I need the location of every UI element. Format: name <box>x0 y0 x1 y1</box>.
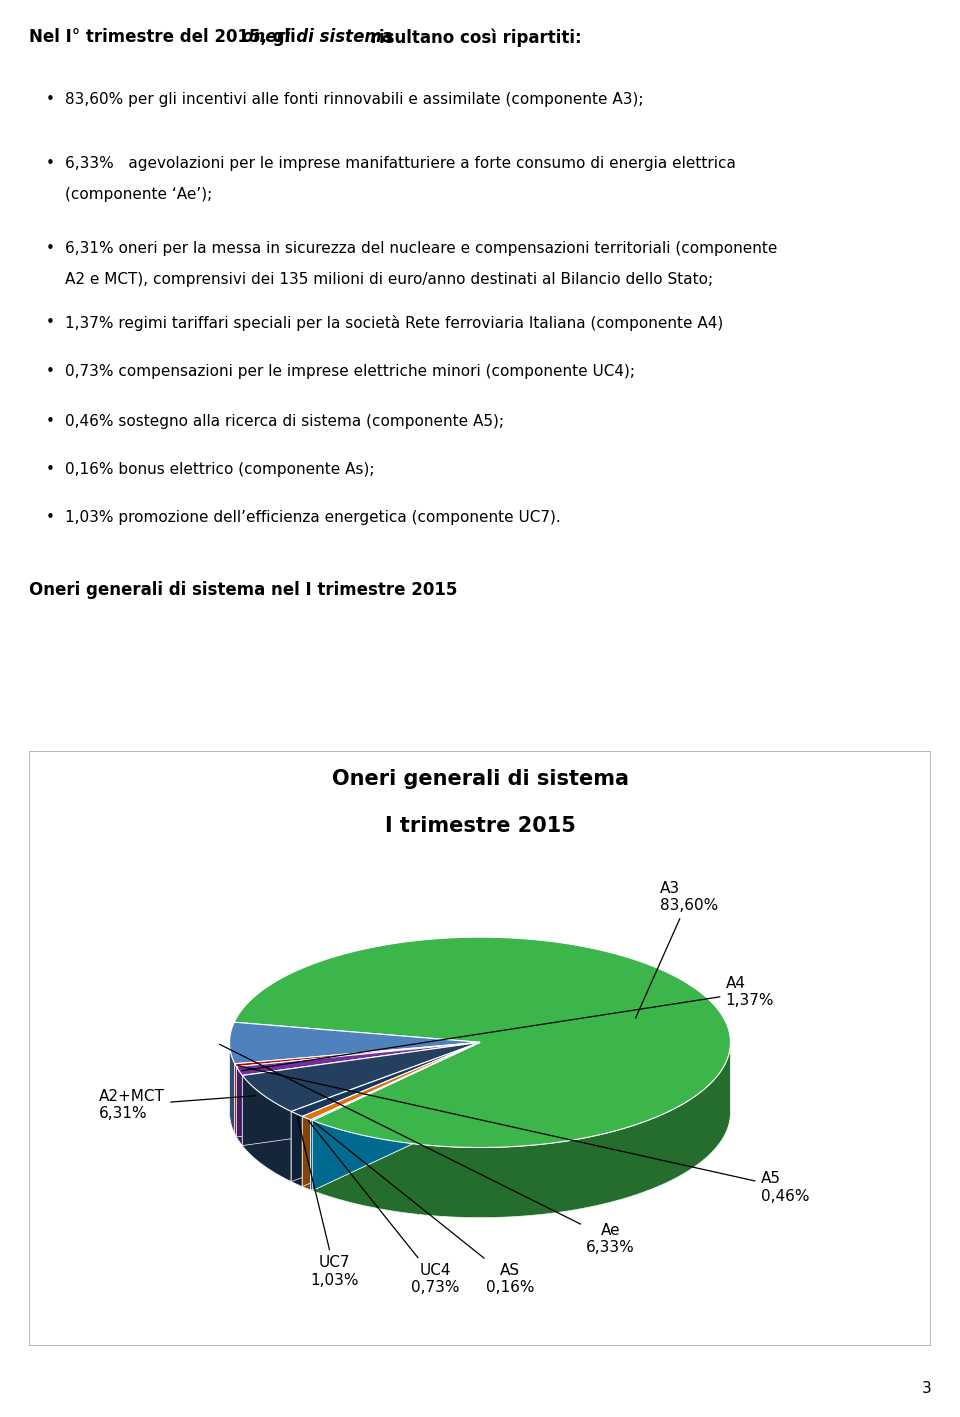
Polygon shape <box>291 1111 302 1186</box>
Polygon shape <box>312 1112 731 1217</box>
Polygon shape <box>235 1043 480 1067</box>
Polygon shape <box>302 1043 480 1186</box>
FancyBboxPatch shape <box>29 751 931 1346</box>
Polygon shape <box>242 1043 480 1145</box>
Text: (componente ‘Ae’);: (componente ‘Ae’); <box>65 187 212 203</box>
Text: UC7
1,03%: UC7 1,03% <box>298 1117 359 1288</box>
Text: oneri di sistema: oneri di sistema <box>242 28 393 47</box>
Polygon shape <box>312 1043 731 1217</box>
Text: 1,37% regimi tariffari speciali per la società Rete ferroviaria Italiana (compon: 1,37% regimi tariffari speciali per la s… <box>65 315 724 330</box>
Text: 0,73% compensazioni per le imprese elettriche minori (componente UC4);: 0,73% compensazioni per le imprese elett… <box>65 364 636 380</box>
Polygon shape <box>291 1043 480 1117</box>
Text: •: • <box>46 364 55 380</box>
Polygon shape <box>310 1119 312 1190</box>
Polygon shape <box>242 1112 480 1182</box>
Polygon shape <box>229 1112 480 1134</box>
Polygon shape <box>236 1043 480 1076</box>
Text: •: • <box>46 462 55 478</box>
Text: UC4
0,73%: UC4 0,73% <box>308 1121 459 1295</box>
Text: A3
83,60%: A3 83,60% <box>636 881 719 1017</box>
Text: •: • <box>46 156 55 171</box>
Polygon shape <box>235 1043 480 1134</box>
Text: Nel I° trimestre del 2015, gli: Nel I° trimestre del 2015, gli <box>29 28 301 47</box>
Polygon shape <box>291 1043 480 1182</box>
Polygon shape <box>242 1043 480 1111</box>
Text: 3: 3 <box>922 1380 931 1396</box>
Text: Oneri generali di sistema: Oneri generali di sistema <box>331 769 629 789</box>
Text: 1,03% promozione dell’efficienza energetica (componente UC7).: 1,03% promozione dell’efficienza energet… <box>65 510 561 526</box>
Polygon shape <box>235 1112 480 1136</box>
Polygon shape <box>234 937 731 1148</box>
Polygon shape <box>235 1064 236 1136</box>
Text: Oneri generali di sistema nel I trimestre 2015: Oneri generali di sistema nel I trimestr… <box>29 581 457 599</box>
Polygon shape <box>310 1043 480 1121</box>
Text: A2 e MCT), comprensivi dei 135 milioni di euro/anno destinati al Bilancio dello : A2 e MCT), comprensivi dei 135 milioni d… <box>65 272 713 288</box>
Polygon shape <box>310 1043 480 1190</box>
Text: 6,33%   agevolazioni per le imprese manifatturiere a forte consumo di energia el: 6,33% agevolazioni per le imprese manifa… <box>65 156 736 171</box>
Polygon shape <box>235 1043 480 1134</box>
Polygon shape <box>242 1076 291 1182</box>
Polygon shape <box>242 1043 480 1145</box>
Text: 6,31% oneri per la messa in sicurezza del nucleare e compensazioni territoriali : 6,31% oneri per la messa in sicurezza de… <box>65 241 778 256</box>
Polygon shape <box>310 1043 480 1190</box>
Polygon shape <box>312 1043 480 1190</box>
Polygon shape <box>310 1112 480 1190</box>
Text: •: • <box>46 315 55 330</box>
Polygon shape <box>236 1043 480 1136</box>
Text: •: • <box>46 241 55 256</box>
Text: A5
0,46%: A5 0,46% <box>238 1066 809 1204</box>
Polygon shape <box>236 1043 480 1136</box>
Text: •: • <box>46 510 55 526</box>
Polygon shape <box>302 1043 480 1186</box>
Text: I trimestre 2015: I trimestre 2015 <box>385 816 575 836</box>
Polygon shape <box>229 1043 235 1134</box>
Text: A2+MCT
6,31%: A2+MCT 6,31% <box>99 1088 255 1121</box>
Polygon shape <box>312 1043 480 1190</box>
Text: 0,16% bonus elettrico (componente As);: 0,16% bonus elettrico (componente As); <box>65 462 374 478</box>
Polygon shape <box>302 1112 480 1190</box>
Polygon shape <box>229 1022 480 1064</box>
Text: •: • <box>46 414 55 429</box>
Text: Ae
6,33%: Ae 6,33% <box>220 1044 635 1255</box>
Polygon shape <box>291 1043 480 1182</box>
Polygon shape <box>236 1112 480 1145</box>
Text: AS
0,16%: AS 0,16% <box>314 1122 535 1295</box>
Polygon shape <box>302 1117 310 1190</box>
Text: risultano così ripartiti:: risultano così ripartiti: <box>365 28 582 47</box>
Text: 0,46% sostegno alla ricerca di sistema (componente A5);: 0,46% sostegno alla ricerca di sistema (… <box>65 414 504 429</box>
Polygon shape <box>236 1067 242 1145</box>
Polygon shape <box>302 1043 480 1119</box>
Text: 83,60% per gli incentivi alle fonti rinnovabili e assimilate (componente A3);: 83,60% per gli incentivi alle fonti rinn… <box>65 92 644 108</box>
Text: A4
1,37%: A4 1,37% <box>242 976 774 1071</box>
Text: •: • <box>46 92 55 108</box>
Polygon shape <box>291 1112 480 1186</box>
